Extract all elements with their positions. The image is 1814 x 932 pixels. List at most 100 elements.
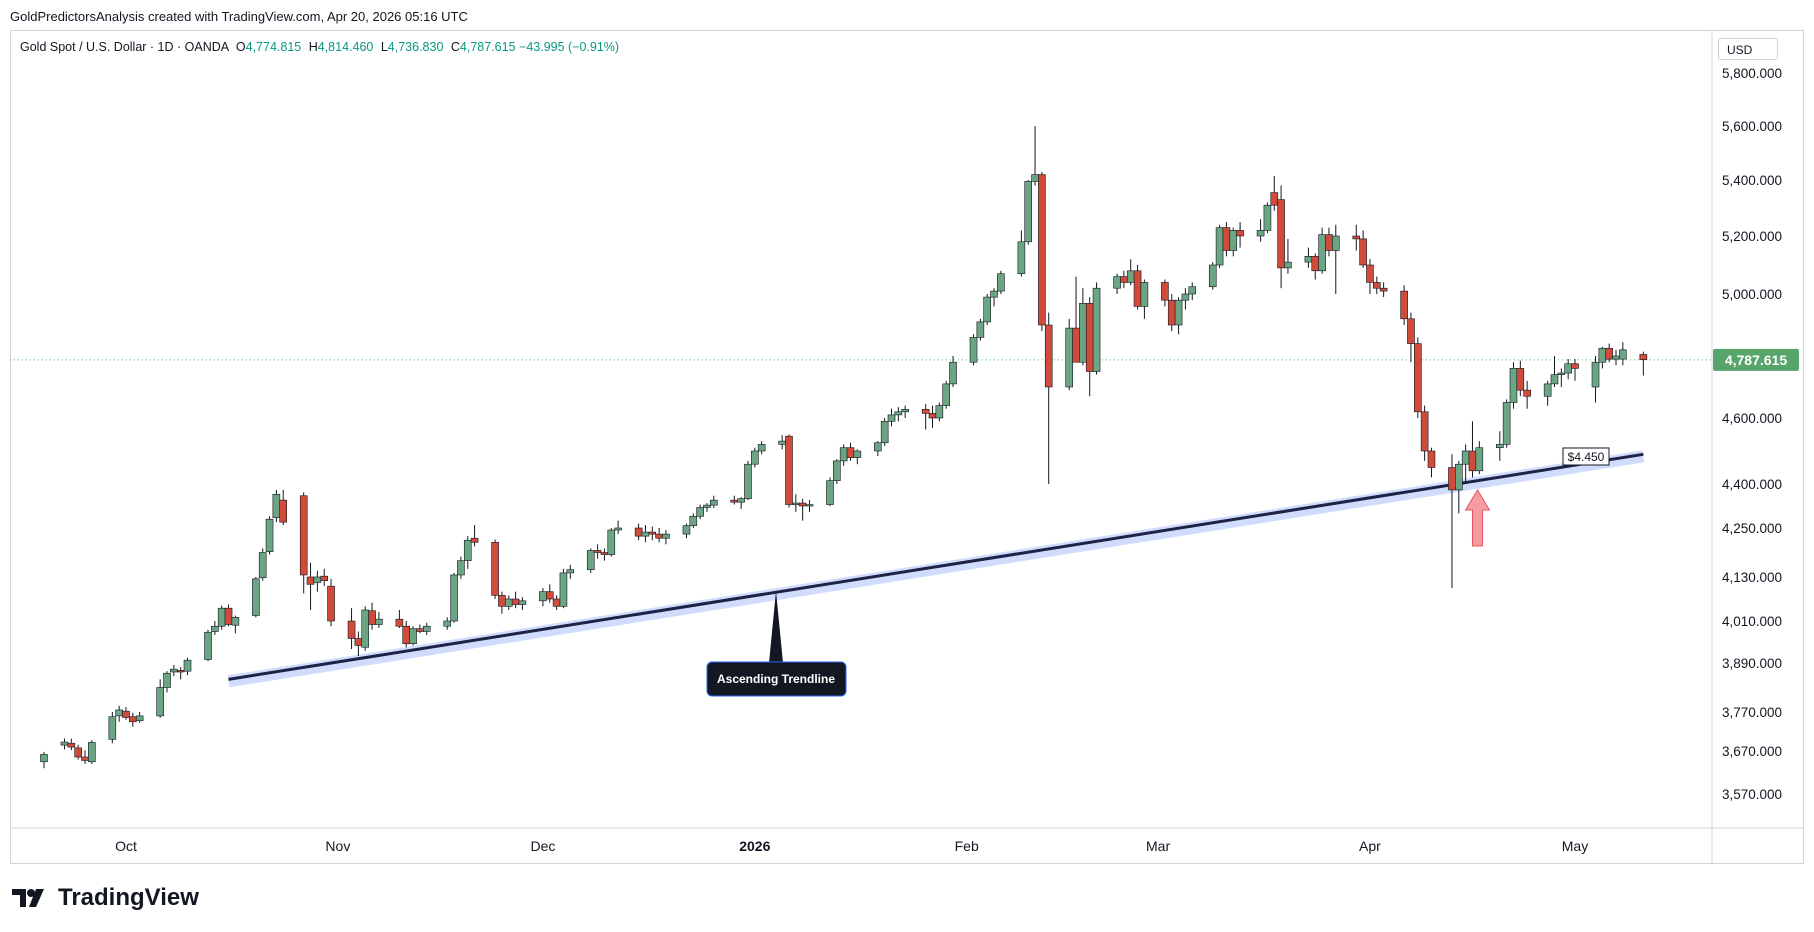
legend-low-label: L: [380, 40, 388, 54]
currency-selector[interactable]: USD: [1718, 38, 1778, 60]
candle-body: [217, 607, 226, 627]
x-tick-label: Feb: [955, 838, 979, 854]
candle-body: [1468, 450, 1477, 472]
candle-body: [586, 550, 595, 570]
candle: [1215, 224, 1224, 268]
trendline-price-label-box: [1562, 447, 1610, 466]
callout-box: [706, 661, 847, 697]
candle: [450, 572, 458, 623]
candle-body: [60, 741, 69, 746]
candle-body: [942, 383, 950, 406]
candle-body: [252, 578, 260, 616]
candle-body: [1120, 276, 1128, 283]
y-tick-label: 5,600.000: [1722, 119, 1782, 134]
candle: [662, 530, 670, 545]
candle: [976, 318, 985, 341]
candle: [217, 605, 226, 630]
candle-body: [211, 625, 219, 632]
candle: [641, 525, 650, 543]
candle-body: [272, 493, 281, 519]
candle: [1612, 349, 1620, 366]
candle: [252, 577, 260, 618]
candle-body: [409, 628, 417, 645]
tradingview-brand: TradingView: [12, 884, 199, 912]
candle-body: [949, 361, 957, 385]
candle-body: [74, 747, 82, 758]
candle: [1072, 276, 1080, 363]
y-tick-label: 3,770.000: [1722, 705, 1782, 720]
candle-body: [1031, 174, 1039, 182]
candle: [1120, 270, 1128, 289]
candle-body: [593, 550, 602, 553]
candle: [313, 570, 322, 592]
candle-body: [928, 413, 937, 419]
candle-body: [696, 507, 704, 517]
candle: [1352, 224, 1361, 251]
candle-body: [354, 638, 363, 646]
candle: [935, 402, 944, 422]
candle: [1427, 447, 1436, 478]
legend-close-label: C: [450, 40, 460, 54]
candle: [1065, 318, 1074, 391]
candle: [108, 712, 117, 744]
x-tick-label: Apr: [1359, 838, 1381, 854]
candle: [990, 288, 998, 307]
candle: [40, 751, 48, 769]
candle: [67, 738, 76, 751]
candle: [279, 489, 288, 526]
candle: [299, 492, 308, 594]
candle: [1133, 265, 1142, 310]
candle-body: [703, 504, 711, 508]
candle: [1079, 288, 1087, 366]
candle: [170, 665, 178, 677]
candle-body: [327, 585, 335, 622]
candle: [545, 584, 554, 603]
candle-body: [853, 450, 862, 458]
candle-body: [1496, 444, 1504, 448]
candle-body: [224, 607, 233, 625]
candle: [258, 548, 267, 581]
candle: [586, 548, 595, 573]
candle-body: [1161, 282, 1169, 301]
candle: [894, 407, 903, 422]
candle: [805, 500, 814, 512]
candle-body: [347, 620, 356, 639]
candle: [607, 528, 616, 557]
x-tick-label: Oct: [115, 838, 137, 854]
candle: [354, 631, 363, 656]
candle-body: [1208, 264, 1217, 288]
candle: [634, 523, 643, 541]
candle: [347, 608, 356, 649]
candle-body: [265, 518, 274, 552]
trendline-layer: [227, 450, 1645, 688]
candle-body: [566, 569, 575, 574]
candle: [320, 568, 329, 587]
candle-body: [737, 498, 745, 503]
candle: [539, 588, 547, 607]
candle-body: [402, 625, 411, 645]
candle-body: [320, 575, 329, 581]
candle-body: [306, 576, 315, 585]
candle-body: [921, 409, 930, 414]
candle: [1461, 444, 1470, 484]
candle: [921, 404, 930, 430]
candle-body: [1612, 355, 1620, 360]
candle-body: [1407, 318, 1415, 344]
candle-body: [983, 296, 991, 323]
candle: [1270, 175, 1279, 211]
x-tick-label: Mar: [1146, 838, 1170, 854]
candle-body: [1256, 230, 1265, 237]
candle-body: [40, 754, 48, 763]
candle: [1208, 262, 1217, 290]
candle: [1031, 126, 1039, 186]
candle-body: [990, 290, 998, 298]
candle: [402, 621, 411, 648]
candle-body: [751, 450, 759, 465]
candle-body: [846, 447, 855, 458]
candle: [901, 405, 909, 418]
candles-layer: [40, 126, 1648, 769]
candle: [470, 525, 479, 547]
candle-body: [1509, 368, 1518, 403]
chart-frame: [10, 30, 1804, 864]
